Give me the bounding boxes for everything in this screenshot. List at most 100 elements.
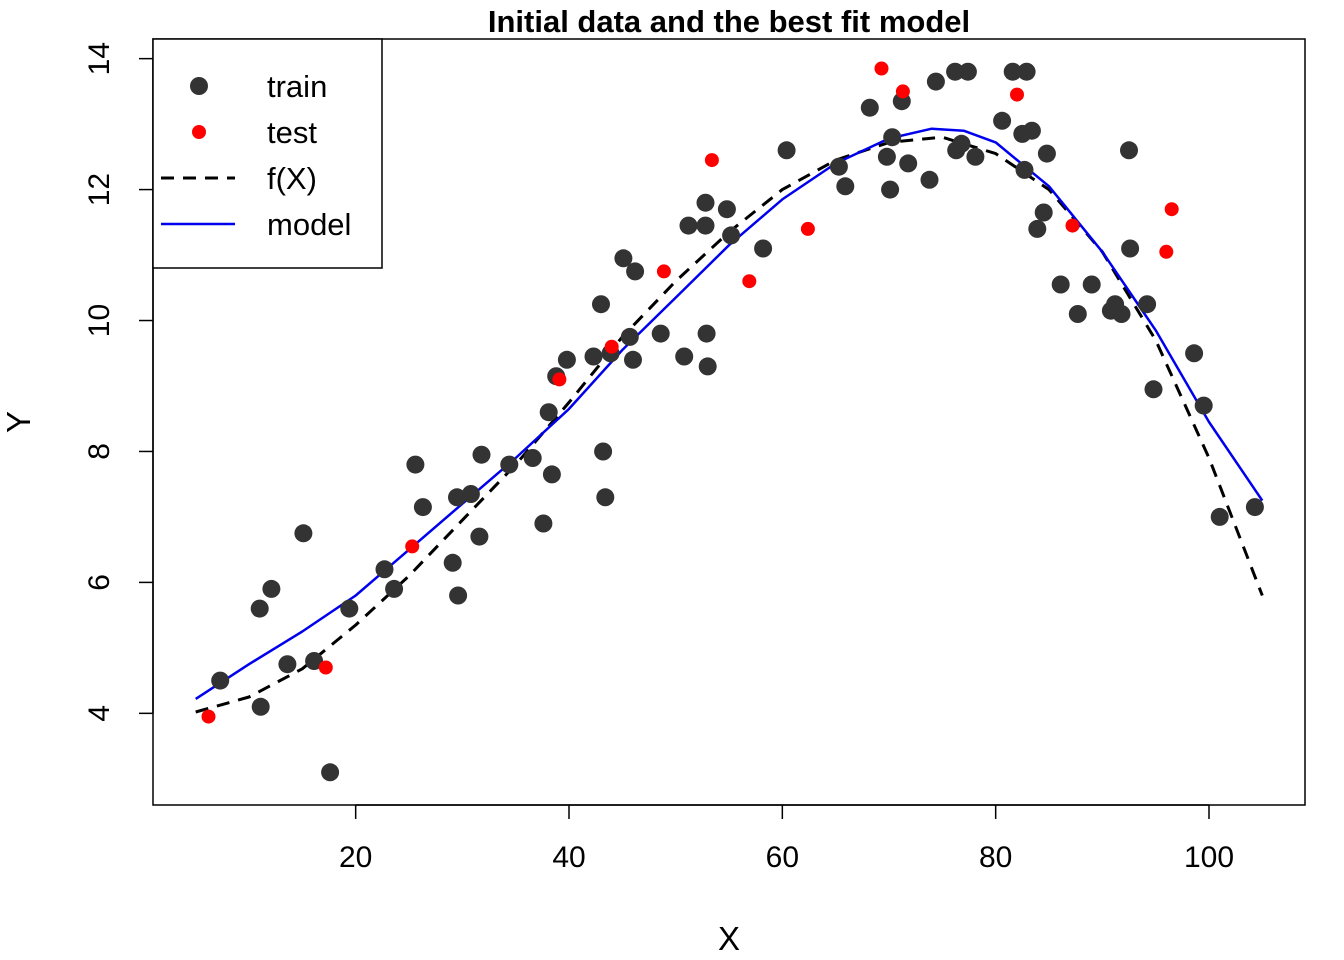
train-point	[294, 524, 313, 543]
train-point	[829, 157, 848, 176]
train-point	[1138, 295, 1157, 314]
train-point	[470, 527, 489, 546]
train-point	[1003, 62, 1022, 81]
train-point	[722, 226, 741, 245]
train-point	[584, 347, 603, 366]
train-point	[1144, 380, 1163, 399]
train-point	[946, 62, 965, 81]
train-point	[305, 652, 324, 670]
train-point	[1017, 62, 1036, 81]
train-point	[375, 560, 394, 579]
train-point	[717, 200, 736, 219]
train-point	[448, 488, 466, 507]
test-point	[656, 264, 671, 279]
train-point	[594, 442, 613, 461]
y-tick-label: 4	[83, 705, 116, 722]
train-point	[1185, 344, 1204, 363]
test-point	[874, 61, 889, 76]
train-point	[1082, 275, 1101, 294]
train-point	[952, 134, 971, 153]
train-point	[626, 262, 645, 281]
test-point	[201, 709, 216, 724]
test-point	[1010, 87, 1024, 102]
train-point	[899, 154, 918, 173]
legend-test-marker	[192, 125, 206, 139]
chart-title: Initial data and the best fit model	[488, 4, 970, 39]
y-tick-label: 8	[83, 443, 116, 460]
train-point	[1028, 219, 1047, 238]
train-point	[836, 177, 855, 196]
legend: train test f(X) model	[152, 38, 383, 269]
train-point	[1022, 121, 1041, 140]
train-point	[614, 249, 633, 268]
y-axis-title: Y	[0, 411, 37, 433]
train-point	[449, 586, 468, 605]
test-point	[704, 153, 719, 168]
legend-test-label: test	[267, 115, 317, 150]
train-point	[262, 579, 281, 598]
train-point	[1121, 239, 1140, 258]
y-tick-label: 10	[83, 304, 116, 337]
train-point	[675, 347, 694, 366]
train-point	[500, 455, 519, 474]
train-point	[696, 193, 715, 212]
train-point	[534, 514, 553, 533]
train-point	[557, 350, 576, 369]
x-axis-title: X	[718, 920, 740, 957]
train-point	[679, 216, 698, 235]
legend-train-marker	[190, 77, 208, 95]
train-point	[1037, 144, 1056, 163]
train-point	[472, 445, 491, 464]
train-point	[211, 671, 230, 690]
train-point	[385, 579, 404, 598]
train-point	[461, 485, 480, 503]
train-point	[1210, 507, 1229, 526]
legend-box	[152, 38, 383, 269]
train-point	[251, 697, 270, 716]
train-point	[1068, 305, 1087, 323]
train-point	[698, 357, 717, 376]
train-point	[1194, 396, 1213, 415]
train-point	[777, 141, 796, 160]
test-point	[742, 274, 757, 289]
train-point	[1015, 160, 1034, 179]
test-point	[318, 660, 333, 675]
y-tick-label: 14	[83, 42, 116, 75]
train-point	[1051, 275, 1070, 294]
train-point	[539, 403, 558, 422]
y-tick-label: 6	[83, 574, 116, 591]
y-tick-label: 12	[83, 173, 116, 206]
test-point	[604, 339, 619, 354]
train-point	[596, 488, 615, 507]
train-point	[881, 180, 900, 199]
train-point	[620, 327, 639, 346]
legend-fx-label: f(X)	[267, 161, 317, 196]
x-tick-label: 80	[979, 841, 1012, 874]
train-point	[877, 147, 896, 166]
train-point	[883, 128, 902, 147]
train-point	[321, 763, 340, 782]
test-point	[1065, 218, 1080, 233]
legend-train-label: train	[267, 69, 327, 104]
train-point	[860, 98, 879, 117]
train-point	[696, 216, 715, 235]
train-point	[993, 111, 1012, 130]
train-point	[250, 599, 269, 618]
train-point	[413, 498, 432, 517]
train-point	[966, 147, 985, 166]
test-point	[552, 372, 567, 387]
train-point	[920, 170, 939, 189]
train-point	[958, 62, 977, 81]
x-tick-label: 20	[339, 841, 372, 874]
test-point	[1164, 202, 1179, 217]
train-point	[1245, 498, 1264, 517]
train-point	[443, 553, 462, 572]
train-point	[754, 239, 773, 258]
x-tick-label: 60	[766, 841, 799, 874]
x-tick-label: 100	[1184, 841, 1234, 874]
train-point	[651, 324, 670, 343]
train-point	[542, 465, 561, 484]
train-point	[340, 599, 359, 618]
series-points	[201, 61, 1264, 782]
